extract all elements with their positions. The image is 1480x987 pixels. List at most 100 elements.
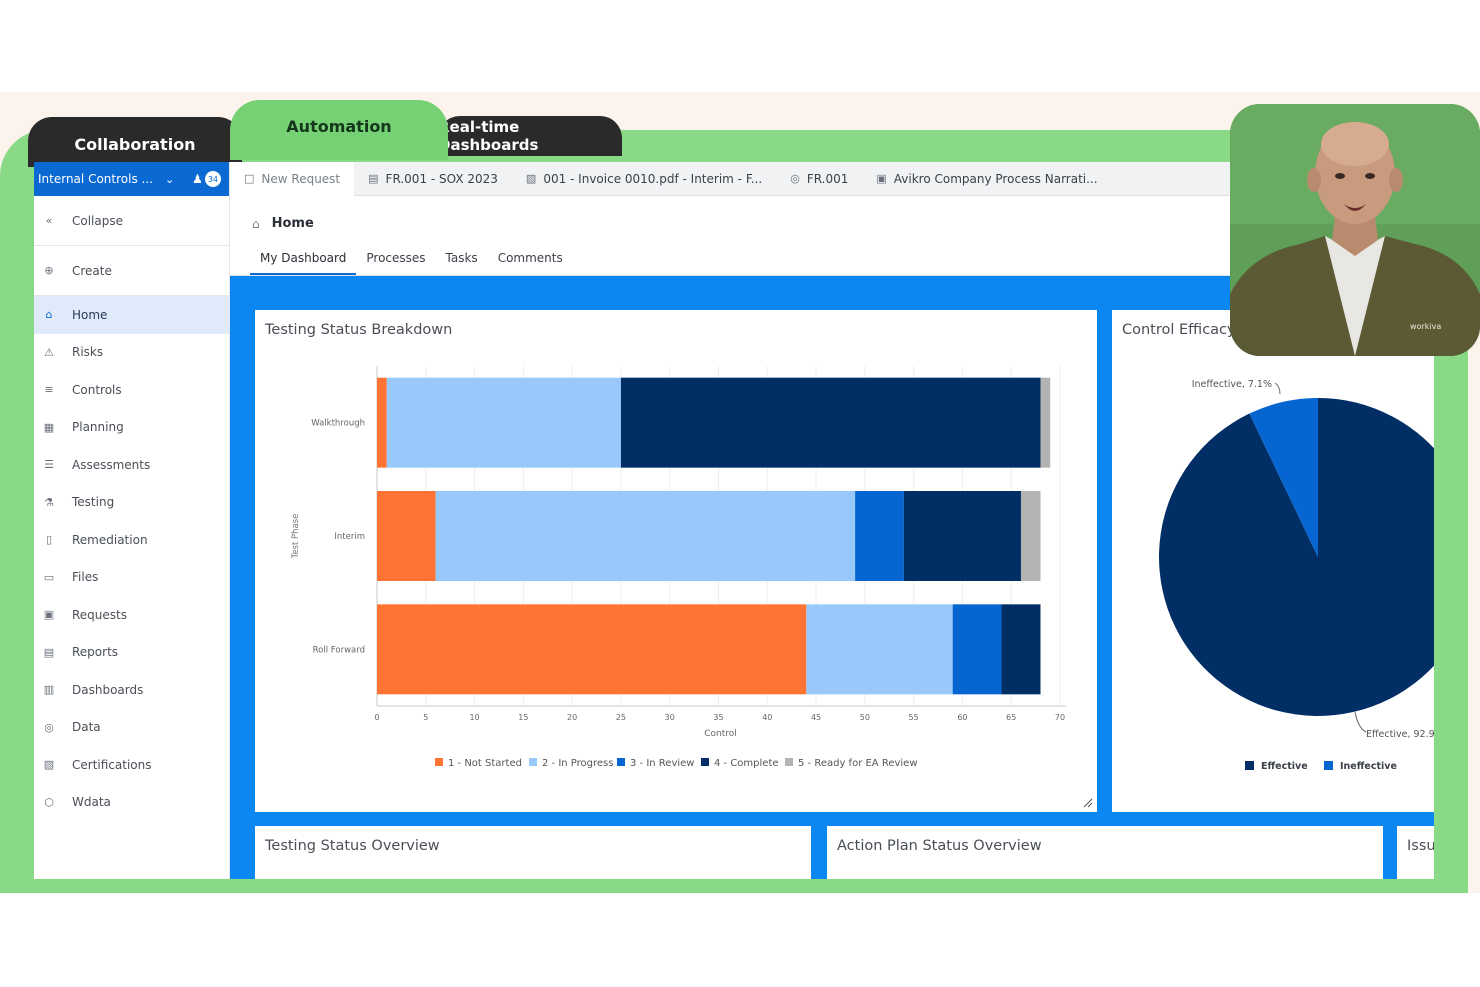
category-label: Roll Forward [313, 645, 365, 655]
legend-swatch [529, 758, 537, 766]
tick-label: 45 [811, 713, 821, 722]
card-title: Testing Status Breakdown [265, 322, 453, 338]
subtabs: My Dashboard Processes Tasks Comments [250, 251, 573, 275]
tab-comments[interactable]: Comments [497, 251, 563, 265]
bar-segment [855, 491, 904, 581]
leader-line [1354, 711, 1367, 733]
home-icon: ⌂ [45, 308, 53, 322]
new-request-icon: □ [244, 172, 255, 185]
action-plan-status-overview-card: Action Plan Status Overview [827, 826, 1383, 879]
leader-line [1274, 382, 1281, 395]
workspace-name[interactable]: Internal Controls ... [38, 172, 153, 186]
user-group-icon: ♟ [192, 172, 203, 186]
bar-segment [386, 377, 621, 468]
doc-tab[interactable]: ◎ FR.001 [776, 162, 862, 196]
bar-segment [377, 604, 807, 695]
sidebar-item-assessments[interactable]: ☰ Assessments [34, 446, 229, 484]
doc-tab[interactable]: ▤ FR.001 - SOX 2023 [354, 162, 512, 196]
bar-segment [903, 491, 1021, 581]
sliders-icon: ≡ [44, 383, 54, 397]
sidebar-nav: « Collapse ⊕ Create ⌂ Home ⚠ Risks ≡ Controls ▦ Pla… [34, 196, 229, 821]
sidebar-item-dashboards[interactable]: ▥ Dashboards [34, 671, 229, 709]
tick-label: 50 [860, 713, 870, 722]
testing-status-breakdown-card: Testing Status Breakdown Walkthrough Inte… [255, 310, 1097, 812]
sidebar-item-label: Assessments [72, 457, 151, 472]
bar-segment [377, 491, 436, 581]
control-efficacy-pie-chart: Ineffective, 7.1% Effective, 92.9 Effectiv… [1159, 379, 1434, 772]
sidebar-item-label: Wdata [72, 795, 111, 810]
doc-tab-label: Avikro Company Process Narrati... [893, 171, 1098, 186]
sidebar-item-label: Files [72, 570, 99, 585]
sidebar-item-label: Remediation [72, 532, 148, 547]
page-title-text: Home [271, 216, 314, 231]
tab-my-dashboard[interactable]: My Dashboard [250, 251, 357, 275]
sidebar-item-home[interactable]: ⌂ Home [34, 296, 229, 334]
data-label: Ineffective, 7.1% [1192, 379, 1272, 390]
bar-segment [1001, 604, 1041, 695]
sidebar-item-data[interactable]: ◎ Data [34, 709, 229, 747]
sidebar-item-wdata[interactable]: ⬡ Wdata [34, 784, 229, 822]
sidebar-item-risks[interactable]: ⚠ Risks [34, 334, 229, 372]
resize-handle-icon[interactable] [1083, 798, 1093, 808]
tab-processes[interactable]: Processes [366, 251, 426, 265]
sidebar-item-label: Testing [72, 495, 115, 510]
sidebar-item-create[interactable]: ⊕ Create [34, 246, 229, 296]
tick-label: 55 [909, 713, 919, 722]
bar-segment [377, 377, 387, 468]
sidebar-item-collapse[interactable]: « Collapse [34, 196, 229, 246]
folder-icon: ▭ [43, 570, 55, 584]
sidebar-item-remediation[interactable]: ▯ Remediation [34, 521, 229, 559]
data-label: Effective, 92.9 [1366, 729, 1434, 740]
sidebar-item-files[interactable]: ▭ Files [34, 559, 229, 597]
users-badge[interactable]: ♟ 34 [192, 171, 221, 187]
list-icon: ☰ [44, 458, 54, 472]
promo-tab-label: Automation [286, 116, 392, 136]
presenter-illustration: workiva [1230, 104, 1480, 356]
chevron-down-icon[interactable]: ⌄ [164, 172, 175, 186]
tick-label: 5 [423, 713, 428, 722]
legend-label: 2 - In Progress [542, 758, 613, 769]
double-chevron-left-icon: « [45, 214, 53, 227]
top-letterbox [0, 0, 1480, 92]
workspace-header[interactable]: Internal Controls ... ⌄ ♟ 34 ⚙ [34, 162, 239, 196]
doc-tab-label: FR.001 [806, 171, 849, 186]
sidebar-item-controls[interactable]: ≡ Controls [34, 371, 229, 409]
sidebar-item-reports[interactable]: ▤ Reports [34, 634, 229, 672]
database-icon: ◎ [44, 720, 54, 734]
promo-tab-label: Real-time Dashboards [438, 118, 539, 154]
document-icon: ▤ [368, 172, 379, 185]
card-title: Issu [1407, 838, 1434, 854]
sidebar-item-planning[interactable]: ▦ Planning [34, 409, 229, 447]
user-count: 34 [204, 171, 221, 187]
video-scene: Collaboration Real-time Dashboards Autom… [0, 92, 1480, 893]
legend-swatch [1324, 761, 1333, 770]
warning-icon: ⚠ [44, 345, 54, 359]
legend-label: 3 - In Review [630, 758, 694, 769]
sidebar-item-label: Controls [72, 382, 122, 397]
tick-label: 40 [762, 713, 772, 722]
legend-label: Effective [1261, 761, 1308, 772]
y-axis-label: Test Phase [291, 514, 301, 560]
doc-tab[interactable]: □ New Request [230, 162, 355, 196]
sidebar-item-label: Create [72, 263, 112, 278]
sidebar: Internal Controls ... ⌄ ♟ 34 ⚙ « Collapse… [34, 162, 239, 879]
sidebar-item-testing[interactable]: ⚗ Testing [34, 484, 229, 522]
pie-slice-ineffective [1249, 398, 1318, 557]
doc-tab[interactable]: ▣ Avikro Company Process Narrati... [862, 162, 1111, 196]
page-title: ⌂ Home [252, 216, 314, 231]
doc-tab-label: FR.001 - SOX 2023 [385, 171, 498, 186]
promo-tab-automation: Automation [230, 100, 448, 160]
home-icon: ⌂ [252, 216, 260, 231]
legend-label: Ineffective [1340, 761, 1397, 772]
report-icon: ▤ [43, 645, 55, 659]
tick-label: 25 [616, 713, 626, 722]
tab-tasks[interactable]: Tasks [445, 251, 478, 265]
doc-tab-label: New Request [261, 171, 341, 186]
doc-tab[interactable]: ▧ 001 - Invoice 0010.pdf - Interim - F... [512, 162, 776, 196]
sidebar-item-requests[interactable]: ▣ Requests [34, 596, 229, 634]
bar-segment [806, 604, 953, 695]
testing-status-bar-chart: Walkthrough Interim Roll Forward 0 5 10 15 20 25… [291, 366, 1066, 769]
sidebar-item-label: Collapse [72, 213, 123, 228]
sidebar-item-certifications[interactable]: ▧ Certifications [34, 746, 229, 784]
legend-swatch [435, 758, 443, 766]
